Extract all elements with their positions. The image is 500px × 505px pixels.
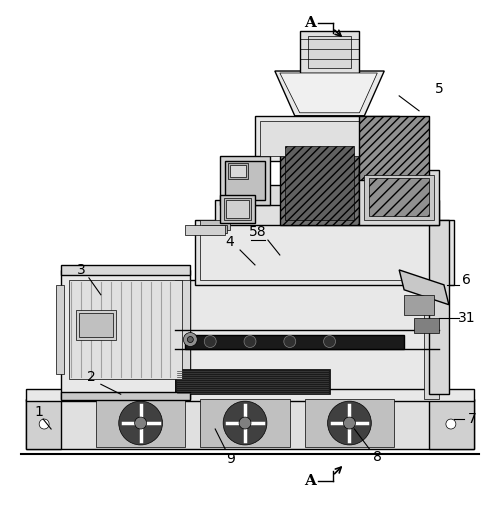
Text: 7: 7 <box>468 412 476 426</box>
Bar <box>230 166 246 177</box>
Bar <box>26 399 61 449</box>
Bar <box>176 369 330 394</box>
Bar <box>280 140 359 225</box>
Bar <box>200 225 449 280</box>
Bar <box>61 265 190 275</box>
Bar <box>220 195 255 223</box>
Bar <box>370 178 429 216</box>
Bar <box>225 185 424 205</box>
Bar <box>308 36 352 68</box>
Text: A: A <box>304 16 316 30</box>
Bar <box>360 171 439 225</box>
Bar <box>215 200 439 225</box>
Polygon shape <box>399 270 449 305</box>
Bar <box>202 225 227 233</box>
Bar <box>61 270 190 399</box>
Circle shape <box>188 336 194 342</box>
Circle shape <box>244 335 256 347</box>
Bar <box>429 399 474 449</box>
Circle shape <box>284 335 296 347</box>
Circle shape <box>239 417 251 429</box>
Bar <box>424 280 439 399</box>
Bar <box>364 175 434 220</box>
Text: 2: 2 <box>86 370 96 384</box>
Bar <box>176 280 439 399</box>
Bar <box>96 399 186 447</box>
Bar <box>429 220 449 394</box>
Circle shape <box>344 417 355 429</box>
Bar <box>228 164 248 179</box>
Bar <box>285 145 354 220</box>
Bar <box>186 334 404 349</box>
Bar <box>260 121 394 156</box>
Bar <box>224 198 251 220</box>
Circle shape <box>204 335 216 347</box>
Circle shape <box>328 401 372 445</box>
Bar <box>225 161 265 200</box>
Circle shape <box>134 417 146 429</box>
Text: 5: 5 <box>434 82 444 96</box>
Text: 31: 31 <box>458 311 475 325</box>
Text: 9: 9 <box>226 452 234 466</box>
Bar <box>79 313 113 336</box>
Circle shape <box>446 419 456 429</box>
Bar <box>404 295 434 315</box>
Circle shape <box>324 335 336 347</box>
Bar <box>176 280 190 399</box>
Bar <box>56 285 64 374</box>
Bar <box>69 280 182 379</box>
Text: 3: 3 <box>76 263 86 277</box>
Bar <box>26 399 474 449</box>
Bar <box>300 31 360 73</box>
Bar <box>200 220 230 230</box>
Text: A: A <box>304 474 316 488</box>
Bar <box>186 225 225 235</box>
Bar <box>414 318 439 333</box>
Circle shape <box>223 401 267 445</box>
Bar <box>220 156 270 205</box>
Bar <box>76 310 116 339</box>
Circle shape <box>39 419 49 429</box>
Text: 6: 6 <box>462 273 471 287</box>
Bar <box>226 200 249 218</box>
Text: 58: 58 <box>249 225 267 239</box>
Bar <box>61 392 190 400</box>
Text: 8: 8 <box>373 450 382 464</box>
Polygon shape <box>275 71 384 116</box>
Circle shape <box>184 333 198 346</box>
Bar <box>304 399 394 447</box>
Bar <box>196 220 454 285</box>
Polygon shape <box>280 73 378 113</box>
Bar <box>200 399 290 447</box>
Text: 1: 1 <box>34 405 43 419</box>
Bar <box>255 116 399 161</box>
Bar <box>360 116 429 180</box>
Text: 4: 4 <box>226 235 234 249</box>
Bar <box>26 389 474 401</box>
Circle shape <box>118 401 162 445</box>
